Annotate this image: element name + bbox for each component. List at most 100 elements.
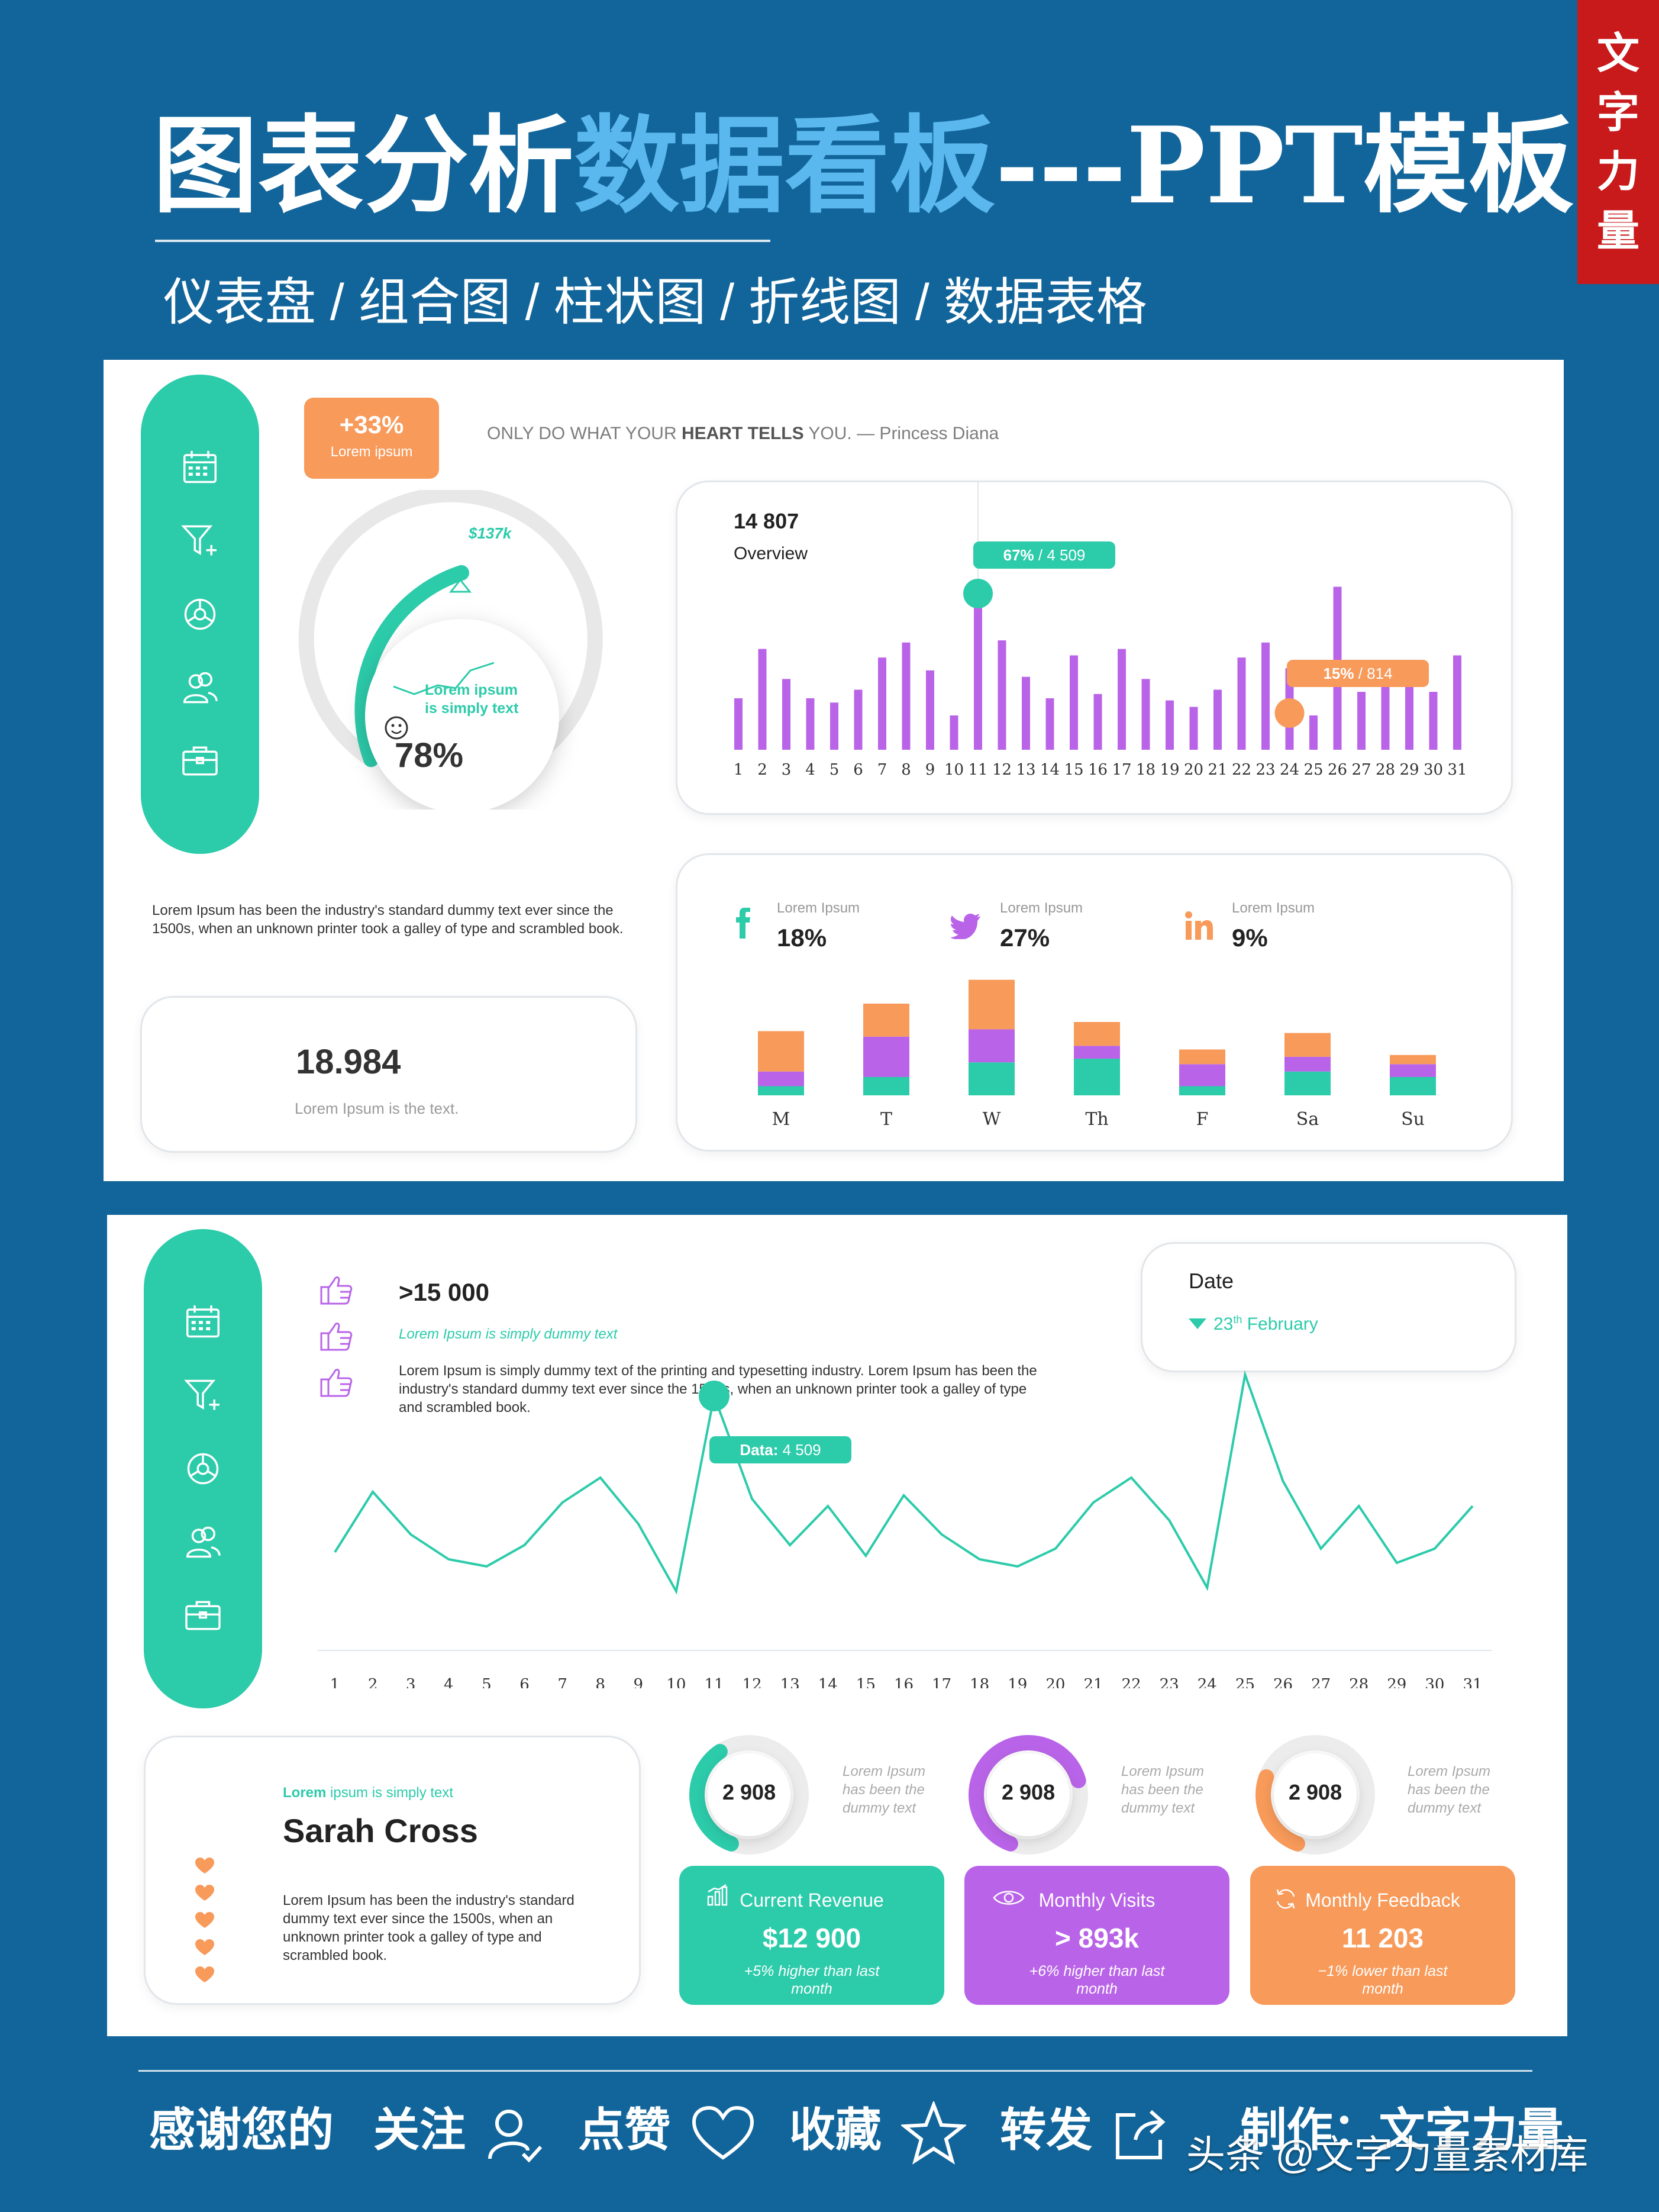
x-tick-label: 9: [925, 761, 935, 779]
x-tick-label: 11: [704, 1676, 724, 1688]
donut-center: [708, 1753, 790, 1836]
bar: [1261, 642, 1270, 750]
bar: [878, 657, 886, 750]
facebook-icon: [734, 905, 757, 941]
briefcase-icon[interactable]: [182, 1595, 224, 1636]
gauge-marker: [448, 578, 472, 593]
stat-card-visits[interactable]: Monthly Visits > 893k +6% higher than la…: [964, 1866, 1229, 2005]
calendar-icon[interactable]: [179, 447, 221, 488]
footer-like: 点赞: [578, 2103, 671, 2157]
stacked-bar-segment: [1179, 1064, 1225, 1086]
stat-card-revenue[interactable]: Current Revenue $12 900 +5% higher than …: [679, 1866, 944, 2005]
stat-value: 11 203: [1341, 1923, 1424, 1953]
donut-fill: [1255, 1735, 1375, 1855]
share-icon[interactable]: [1112, 2104, 1171, 2163]
social-value: 9%: [1232, 924, 1268, 952]
donut-center: [1274, 1753, 1357, 1836]
bar: [1405, 681, 1413, 750]
smile-icon: [385, 716, 408, 740]
settings-icon[interactable]: [179, 594, 221, 635]
x-tick-label: 22: [1122, 1676, 1141, 1688]
briefcase-icon[interactable]: [179, 740, 221, 782]
heart-icon[interactable]: [690, 2104, 756, 2163]
donut-fill: [969, 1735, 1088, 1855]
x-tick-label: 29: [1387, 1676, 1406, 1688]
bar: [1189, 707, 1198, 750]
overview-tooltip-1: 67% / 4 509: [973, 541, 1115, 569]
footer-thanks: 感谢您的: [149, 2103, 334, 2157]
stacked-bar-segment: [1074, 1059, 1120, 1095]
stacked-bar-segment: [969, 979, 1015, 1030]
settings-icon[interactable]: [182, 1448, 224, 1489]
bar: [854, 689, 863, 750]
x-tick-label: 9: [634, 1676, 644, 1688]
follow-user-icon[interactable]: [485, 2104, 544, 2163]
x-tick-label: 28: [1376, 761, 1395, 779]
bar: [974, 595, 982, 750]
funnel-plus-icon[interactable]: [182, 1375, 224, 1416]
x-tick-label: 14: [818, 1676, 838, 1688]
users-icon[interactable]: [179, 667, 221, 708]
bar: [1453, 655, 1461, 750]
date-card[interactable]: Date 23th February: [1141, 1242, 1516, 1372]
x-tick-label: 17: [932, 1676, 951, 1688]
x-tick-label: 17: [1112, 761, 1131, 779]
bar: [830, 702, 838, 750]
x-tick-label: 16: [1088, 761, 1108, 779]
social-value: 27%: [1000, 924, 1050, 952]
social-label: Lorem Ipsum: [1000, 900, 1083, 916]
stacked-bar-segment: [1179, 1086, 1225, 1095]
social-card: Lorem Ipsum 18% Lorem Ipsum 27% Lorem Ip…: [676, 853, 1513, 1152]
x-tick-label: 18: [1136, 761, 1156, 779]
x-tick-label: 1: [330, 1676, 340, 1688]
growth-badge: +33% Lorem ipsum: [304, 398, 439, 479]
x-tick-label: 2: [757, 761, 767, 779]
bar: [950, 715, 958, 750]
gauge-top-label: $137k: [469, 524, 512, 542]
metric-value: 18.984: [296, 1043, 401, 1081]
stacked-bar-segment: [863, 1036, 909, 1077]
series-line: [334, 1370, 1474, 1595]
thumbs-up-icon: [320, 1369, 353, 1397]
line-tooltip: Data: 4 509: [709, 1436, 851, 1463]
funnel-plus-icon[interactable]: [179, 520, 221, 562]
bar: [758, 649, 767, 750]
calendar-icon[interactable]: [182, 1301, 224, 1343]
footer-share: 转发: [1000, 2103, 1093, 2157]
profile-subtitle: Lorem ipsum is simply text: [283, 1785, 454, 1801]
stat-value: $12 900: [762, 1923, 861, 1953]
x-tick-label: 19: [1160, 761, 1179, 779]
donut-fill: [689, 1735, 809, 1855]
overview-value: 14 807: [734, 509, 799, 533]
bar: [1022, 676, 1030, 750]
users-icon[interactable]: [182, 1521, 224, 1563]
bar: [734, 698, 743, 750]
star-icon[interactable]: [899, 2100, 968, 2166]
gauge-percent: 78%: [395, 736, 464, 775]
eye-icon: [993, 1891, 1025, 1905]
x-tick-label: 25: [1303, 761, 1323, 779]
x-tick-label: 1: [734, 761, 744, 779]
sidebar-1: [141, 375, 259, 854]
thumbs-up-icon: [320, 1276, 353, 1305]
x-tick-label: 16: [894, 1676, 914, 1688]
highlight-point: [699, 1381, 730, 1411]
x-tick-label: 10: [944, 761, 964, 779]
x-tick-label: 23: [1160, 1676, 1179, 1688]
x-tick-label: 24: [1280, 761, 1299, 779]
watermark: 头条 @文字力量素材库: [1186, 2133, 1589, 2176]
gauge-track: [298, 490, 603, 780]
profile-name: Sarah Cross: [283, 1812, 478, 1849]
x-tick-label: 15: [856, 1676, 876, 1688]
x-tick-label: 5: [482, 1676, 492, 1688]
x-tick-label: 18: [970, 1676, 989, 1688]
daily-line-chart: 1 2 3 4 5 6 7 8 9 10 11 12 13 14 15 16 17 18 19 20 21 22 23 24 2…: [317, 1370, 1492, 1688]
x-tick-label: 20: [1184, 761, 1203, 779]
heart-icon: [195, 1912, 214, 1928]
x-tick-label: Su: [1401, 1109, 1425, 1130]
bar: [1118, 649, 1126, 750]
x-tick-label: 31: [1447, 761, 1467, 779]
x-tick-label: 7: [877, 761, 887, 779]
bar: [926, 670, 934, 750]
stat-card-feedback[interactable]: Monthly Feedback 11 203 −1% lower than l…: [1250, 1866, 1515, 2005]
